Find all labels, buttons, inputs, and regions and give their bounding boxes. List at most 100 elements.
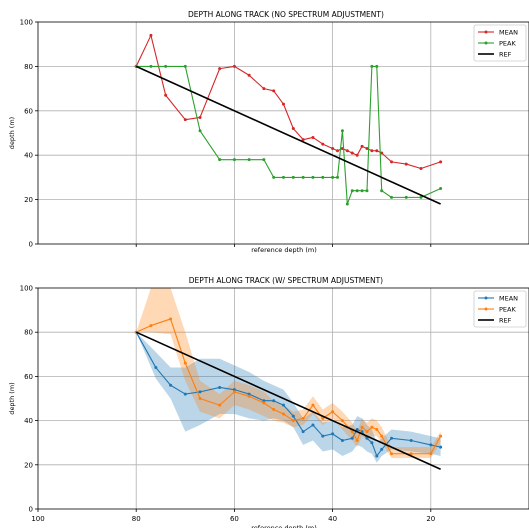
data-point-mean <box>340 438 344 442</box>
data-point-peak <box>183 64 187 68</box>
data-point-mean <box>272 89 276 93</box>
y-tick-label: 20 <box>24 196 33 204</box>
series-line-ref <box>135 65 441 205</box>
data-point-peak <box>149 324 153 328</box>
data-point-mean <box>331 432 335 436</box>
data-point-mean <box>331 147 335 151</box>
data-point-peak <box>218 158 222 162</box>
data-point-mean <box>355 427 359 431</box>
data-point-mean <box>169 383 173 387</box>
data-point-mean <box>262 399 266 403</box>
y-tick-label: 60 <box>24 107 33 115</box>
data-point-mean <box>380 151 384 155</box>
plot-area <box>134 288 443 470</box>
series-line-mean <box>135 331 441 457</box>
data-point-peak <box>301 416 305 420</box>
data-point-peak <box>365 189 369 193</box>
y-axis-label: depth (m) <box>8 117 16 149</box>
data-point-peak <box>311 403 315 407</box>
data-point-mean <box>198 115 202 119</box>
x-tick-label: 100 <box>31 515 44 523</box>
data-point-peak <box>429 452 433 456</box>
data-point-peak <box>439 434 443 438</box>
data-point-mean <box>321 142 325 146</box>
data-point-peak <box>164 64 168 68</box>
y-tick-label: 100 <box>20 285 33 293</box>
series-line-ref <box>135 331 441 470</box>
series-line-peak <box>136 65 441 205</box>
data-point-peak <box>375 427 379 431</box>
x-tick-label: 20 <box>426 515 435 523</box>
data-point-mean <box>218 67 222 71</box>
data-point-peak <box>198 129 202 133</box>
data-point-mean <box>282 102 285 106</box>
x-axis-label: reference depth (m) <box>251 246 317 254</box>
data-point-mean <box>154 366 158 370</box>
data-point-mean <box>404 162 408 166</box>
data-point-mean <box>272 399 276 403</box>
data-point-peak <box>183 361 187 365</box>
legend-label-peak: PEAK <box>499 40 516 48</box>
chart-title: DEPTH ALONG TRACK (NO SPECTRUM ADJUSTMEN… <box>188 10 384 19</box>
data-point-mean <box>365 147 369 151</box>
y-tick-label: 0 <box>29 241 33 249</box>
data-point-mean <box>311 423 315 427</box>
chart-panel-2: 100 80 60 40 20 0 20 40 60 80 100 DEPTH ALONG TRACK… <box>8 276 529 528</box>
data-point-peak <box>375 64 379 68</box>
data-point-peak <box>340 419 344 423</box>
legend-box <box>473 24 527 62</box>
data-point-peak <box>311 175 315 179</box>
y-axis-label: depth (m) <box>8 382 16 414</box>
data-point-mean <box>370 149 374 153</box>
y-tick-label: 40 <box>24 417 33 425</box>
legend-marker-peak <box>484 307 488 311</box>
legend-marker-mean <box>484 296 488 300</box>
data-point-mean <box>360 144 364 148</box>
data-point-mean <box>360 430 364 434</box>
data-point-peak <box>282 175 285 179</box>
data-point-mean <box>198 390 202 394</box>
data-point-mean <box>232 64 236 68</box>
data-point-peak <box>404 195 408 199</box>
data-point-mean <box>336 149 340 153</box>
data-point-peak <box>380 189 384 193</box>
legend-marker-mean <box>484 30 488 34</box>
data-point-mean <box>183 392 187 396</box>
data-point-mean <box>370 441 374 445</box>
data-point-peak <box>360 425 364 429</box>
x-tick-label: 40 <box>328 515 337 523</box>
data-point-mean <box>291 127 295 131</box>
data-point-mean <box>375 149 379 153</box>
data-point-mean <box>164 93 168 97</box>
data-point-mean <box>375 454 379 458</box>
data-point-mean <box>355 153 359 157</box>
y-tick-label: 40 <box>24 152 33 160</box>
axes-frame <box>37 21 529 245</box>
data-point-peak <box>291 419 295 423</box>
band-peak <box>136 288 441 459</box>
data-point-peak <box>439 187 443 190</box>
data-point-mean <box>439 160 443 164</box>
data-point-peak <box>345 202 349 206</box>
data-point-peak <box>419 195 423 199</box>
data-point-mean <box>311 135 315 139</box>
y-tick-label: 80 <box>24 63 33 71</box>
data-point-peak <box>370 64 374 68</box>
series-line-peak <box>135 318 442 455</box>
data-point-mean <box>350 436 354 440</box>
y-tick-label: 100 <box>20 19 33 27</box>
data-point-mean <box>439 445 443 449</box>
data-point-mean <box>365 436 369 440</box>
data-point-peak <box>232 158 236 162</box>
data-point-peak <box>355 189 359 193</box>
legend-marker-peak <box>484 41 488 45</box>
x-axis-label: reference depth (m) <box>251 524 317 528</box>
data-point-peak <box>360 189 364 193</box>
data-point-peak <box>169 317 173 321</box>
data-point-peak <box>365 430 369 434</box>
data-point-peak <box>272 175 276 179</box>
data-point-peak <box>350 189 354 193</box>
y-tick-label: 60 <box>24 373 33 381</box>
legend-box <box>473 290 527 328</box>
